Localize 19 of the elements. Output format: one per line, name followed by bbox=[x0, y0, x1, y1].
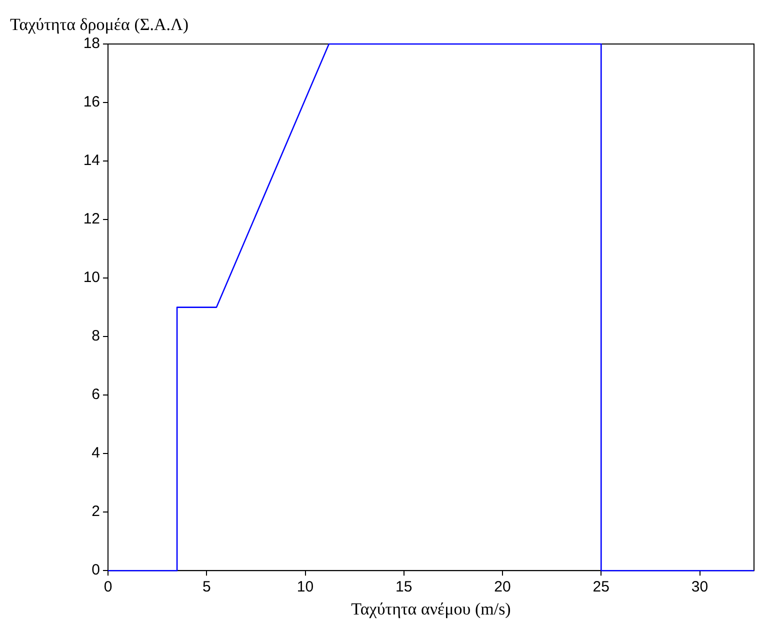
y-tick-label: 8 bbox=[92, 328, 100, 345]
x-tick-label: 30 bbox=[691, 578, 708, 596]
x-tick-label: 0 bbox=[104, 578, 112, 596]
x-tick-label: 10 bbox=[296, 578, 314, 596]
y-tick-label: 4 bbox=[92, 444, 100, 462]
y-tick-label: 18 bbox=[83, 35, 100, 52]
y-tick-label: 12 bbox=[83, 210, 100, 228]
x-tick-label: 15 bbox=[396, 578, 412, 596]
y-tick-label: 10 bbox=[83, 269, 100, 286]
y-tick-label: 14 bbox=[83, 152, 100, 170]
y-tick-label: 2 bbox=[92, 503, 100, 520]
x-tick-label: 20 bbox=[494, 578, 511, 596]
y-tick-label: 6 bbox=[92, 386, 100, 404]
x-tick-label: 25 bbox=[592, 578, 610, 596]
y-tick-label: 0 bbox=[92, 562, 100, 579]
x-tick-label: 5 bbox=[202, 578, 211, 596]
x-axis-title: Ταχύτητα ανέμου (m/s) bbox=[351, 599, 511, 618]
y-tick-label: 16 bbox=[83, 94, 100, 111]
y-axis-title: Ταχύτητα δρομέα (Σ.Α.Λ) bbox=[10, 14, 189, 34]
